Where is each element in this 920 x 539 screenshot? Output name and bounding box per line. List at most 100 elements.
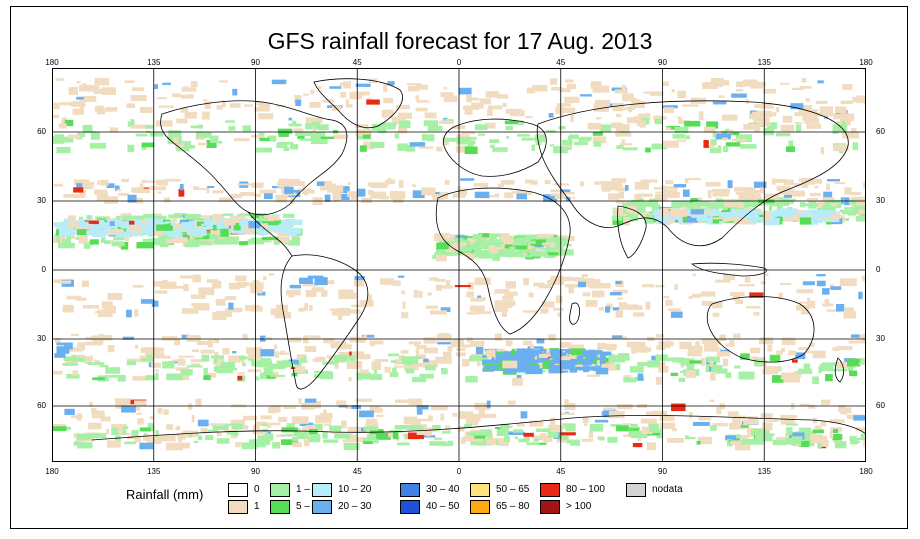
rain-cell [612, 289, 628, 294]
rain-cell [436, 146, 443, 152]
rain-cell [474, 277, 491, 286]
rain-cell [258, 113, 274, 120]
rain-cell [255, 376, 260, 381]
rain-cell [307, 275, 324, 279]
rain-cell [470, 246, 482, 255]
rain-cell [653, 217, 662, 221]
rain-cell [795, 124, 802, 132]
rain-cell [555, 106, 561, 115]
rain-cell [97, 108, 106, 115]
rain-cell [212, 312, 227, 321]
rain-cell [622, 147, 638, 151]
rain-cell [347, 191, 359, 197]
rain-cell [355, 83, 371, 87]
rain-cell [456, 347, 466, 351]
rain-cell [812, 417, 818, 424]
rain-cell [143, 433, 147, 436]
rain-cell [686, 364, 695, 370]
rain-cell [690, 198, 699, 203]
rain-cell [531, 247, 536, 252]
rain-cell [844, 187, 852, 195]
rain-cell [629, 366, 644, 373]
rain-cell [812, 429, 824, 434]
rain-cell [294, 361, 302, 368]
rain-cell [191, 294, 206, 299]
rain-cell [621, 85, 627, 91]
rain-cell [309, 434, 321, 441]
rain-cell [193, 440, 199, 444]
rain-cell [733, 187, 751, 192]
rain-cell [411, 418, 429, 422]
rain-cell [582, 292, 591, 297]
rain-cell [181, 308, 199, 314]
rain-cell [647, 200, 658, 206]
rain-cell [530, 251, 539, 257]
rain-cell [463, 435, 475, 442]
rain-cell [538, 353, 549, 358]
rain-cell [595, 117, 602, 120]
rain-cell [713, 210, 720, 214]
rain-cell [559, 362, 576, 369]
rain-cell [415, 107, 428, 112]
rain-cell [781, 337, 796, 345]
rain-cell [494, 305, 509, 312]
rain-cell [740, 438, 756, 445]
rain-cell [242, 333, 248, 340]
rain-cell [134, 435, 141, 443]
rain-cell [551, 235, 558, 240]
rain-cell [688, 411, 693, 418]
rain-cell [408, 85, 420, 92]
rain-cell [543, 194, 557, 202]
rain-cell [685, 436, 696, 440]
rain-cell [339, 82, 346, 86]
rain-cell [359, 338, 366, 343]
rain-cell [190, 81, 198, 88]
rain-cell [822, 288, 830, 295]
rain-cell [836, 345, 853, 350]
rain-cell [213, 355, 225, 363]
rain-cell [274, 312, 292, 319]
rain-cell [831, 203, 837, 207]
rain-cell [545, 252, 559, 256]
rain-cell [314, 277, 328, 286]
rain-cell [560, 432, 576, 436]
rain-cell [416, 430, 432, 435]
rain-cell [206, 189, 210, 194]
rain-cell [521, 240, 536, 244]
rain-cell [863, 439, 866, 447]
rain-cell [547, 279, 565, 285]
rain-cell [151, 228, 166, 236]
rain-cell [369, 340, 384, 345]
rain-cell [72, 354, 85, 363]
rain-cell [759, 187, 764, 194]
rain-cell [58, 229, 75, 237]
rain-cell [425, 305, 439, 309]
south-america-outline [280, 254, 369, 390]
rain-cell [131, 429, 139, 437]
rain-cell [732, 417, 742, 426]
rain-cell [172, 285, 189, 289]
rain-cell [683, 217, 688, 222]
rain-cell [530, 180, 538, 185]
rain-cell [166, 373, 183, 381]
rain-cell [784, 179, 794, 186]
legend-swatch [626, 483, 646, 497]
legend-swatch [228, 500, 248, 514]
rain-cell [71, 101, 86, 107]
rain-cell [202, 111, 210, 120]
rain-cell [649, 428, 660, 436]
rain-cell [645, 411, 655, 417]
rain-cell [250, 282, 264, 290]
rain-cell [505, 340, 512, 347]
rain-cell [672, 134, 686, 139]
rain-cell [168, 214, 183, 219]
left-lat-label: 60 [37, 401, 46, 410]
rain-cell [401, 312, 409, 319]
rain-cell [472, 234, 483, 242]
rain-cell [216, 432, 222, 437]
rain-cell [785, 437, 802, 445]
rain-cell [77, 434, 88, 438]
rain-cell [200, 349, 215, 354]
rain-cell [489, 234, 497, 242]
rain-cell [257, 436, 268, 440]
